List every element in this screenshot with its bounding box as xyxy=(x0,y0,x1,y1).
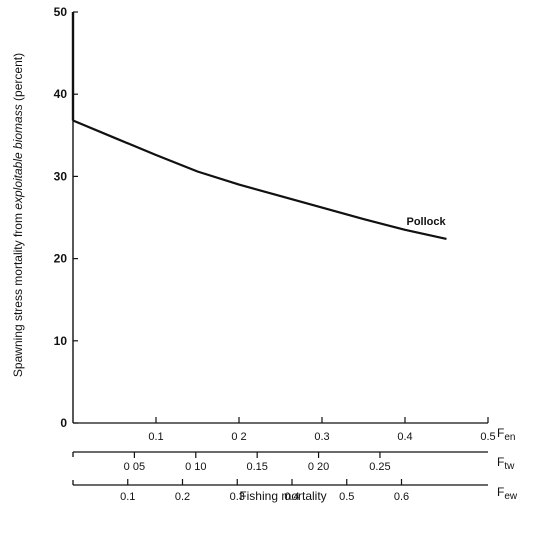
y-axis-label-part-3: (percent) xyxy=(11,53,25,104)
x-tick-label-few: 0.2 xyxy=(175,491,190,503)
y-tick-label: 40 xyxy=(54,87,68,101)
y-axis-label: Spawning stress mortality from exploitab… xyxy=(11,53,25,377)
x-tick-label-ftw: 0 05 xyxy=(124,461,145,473)
x-tick-label-ftw: 0 10 xyxy=(185,461,206,473)
x-tick-label-few: 0.3 xyxy=(230,491,245,503)
x-tick-label-few: 0.4 xyxy=(284,491,299,503)
series-label-pollock: Pollock xyxy=(407,216,447,228)
series-line-pollock xyxy=(72,119,447,240)
x-tick-label-few: 0.6 xyxy=(394,491,409,503)
x-tick-label-fen: 0.5 xyxy=(480,431,495,443)
x-axis-name-few: Few xyxy=(497,485,518,502)
y-tick-label: 10 xyxy=(54,334,68,348)
x-tick-label-few: 0.5 xyxy=(339,491,354,503)
x-axis-label: Fishing mortality xyxy=(239,489,326,503)
x-tick-label-few: 0.1 xyxy=(120,491,135,503)
x-tick-label-ftw: 0.25 xyxy=(369,461,390,473)
x-axis-name-fen: Fen xyxy=(497,426,515,443)
x-tick-label-ftw: 0 20 xyxy=(308,461,329,473)
y-tick-label: 30 xyxy=(54,169,68,183)
y-axis-label-part-1: Spawning stress mortality from xyxy=(11,210,25,377)
x-tick-label-fen: 0.1 xyxy=(148,431,163,443)
x-tick-label-fen: 0 2 xyxy=(231,431,246,443)
y-tick-label: 20 xyxy=(54,252,68,266)
x-tick-label-ftw: 0.15 xyxy=(246,461,267,473)
x-axis-name-ftw: Ftw xyxy=(497,455,515,472)
x-tick-label-fen: 0.3 xyxy=(314,431,329,443)
y-tick-label: 50 xyxy=(54,5,68,19)
y-axis-label-part-2: exploitable biomass xyxy=(11,104,25,209)
x-tick-label-fen: 0.4 xyxy=(397,431,412,443)
y-tick-label: 0 xyxy=(60,416,67,430)
